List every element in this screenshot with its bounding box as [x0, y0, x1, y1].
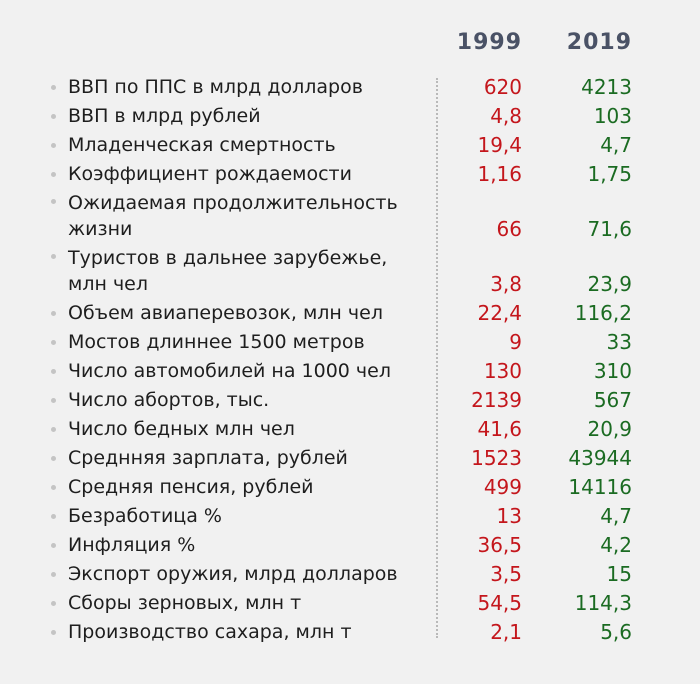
bullet-icon [51, 114, 56, 119]
row-label: Число абортов, тыс. [68, 389, 270, 411]
bullet-icon [51, 514, 56, 519]
bullet-icon [51, 172, 56, 177]
column-header-2019: 2019 [566, 30, 632, 55]
table-row: Ожидаемая продолжительность жизни 66 71,6 [0, 188, 700, 243]
value-2019: 71,6 [587, 217, 632, 241]
row-label: Безработица % [68, 505, 222, 527]
value-2019: 4,7 [600, 504, 632, 528]
value-1999: 19,4 [477, 133, 522, 157]
bullet-icon [51, 85, 56, 90]
value-1999: 13 [496, 504, 522, 528]
row-label: Среднняя зарплата, рублей [68, 447, 348, 469]
table-row: Безработица % 13 4,7 [0, 501, 700, 530]
row-label: Число бедных млн чел [68, 418, 295, 440]
table-row: Мостов длиннее 1500 метров 9 33 [0, 327, 700, 356]
table-row: Число бедных млн чел 41,6 20,9 [0, 414, 700, 443]
value-2019: 23,9 [587, 272, 632, 296]
bullet-icon [51, 254, 56, 259]
bullet-icon [51, 543, 56, 548]
table-row: Коэффициент рождаемости 1,16 1,75 [0, 159, 700, 188]
table-row: Средняя пенсия, рублей 499 14116 [0, 472, 700, 501]
indicator-list: ВВП по ППС в млрд долларов 620 4213 ВВП в м… [0, 72, 700, 646]
value-2019: 116,2 [574, 301, 632, 325]
row-label: Коэффициент рождаемости [68, 163, 352, 185]
bullet-icon [51, 369, 56, 374]
value-2019: 15 [606, 562, 632, 586]
row-label: ВВП в млрд рублей [68, 105, 261, 127]
table-row: Туристов в дальнее зарубежье, млн чел 3,8… [0, 243, 700, 298]
table-row: Среднняя зарплата, рублей 1523 43944 [0, 443, 700, 472]
bullet-icon [51, 340, 56, 345]
value-1999: 130 [483, 359, 522, 383]
value-2019: 310 [593, 359, 632, 383]
value-1999: 3,8 [490, 272, 522, 296]
bullet-icon [51, 601, 56, 606]
table-row: Объем авиаперевозок, млн чел 22,4 116,2 [0, 298, 700, 327]
bullet-icon [51, 572, 56, 577]
bullet-icon [51, 456, 56, 461]
value-2019: 114,3 [574, 591, 632, 615]
value-1999: 1523 [471, 446, 522, 470]
value-1999: 4,8 [490, 104, 522, 128]
table-header: 1999 2019 [0, 30, 700, 64]
bullet-icon [51, 143, 56, 148]
bullet-icon [51, 199, 56, 204]
row-label: Ожидаемая продолжительность жизни [68, 192, 398, 240]
value-1999: 9 [509, 330, 522, 354]
row-label: ВВП по ППС в млрд долларов [68, 76, 363, 98]
table-row: Инфляция % 36,5 4,2 [0, 530, 700, 559]
table-row: Сборы зерновых, млн т 54,5 114,3 [0, 588, 700, 617]
value-2019: 4,7 [600, 133, 632, 157]
bullet-icon [51, 311, 56, 316]
table-row: Экспорт оружия, млрд долларов 3,5 15 [0, 559, 700, 588]
value-1999: 22,4 [477, 301, 522, 325]
value-2019: 5,6 [600, 620, 632, 644]
value-1999: 620 [483, 75, 522, 99]
table-row: Число абортов, тыс. 2139 567 [0, 385, 700, 414]
dotted-divider [436, 78, 438, 638]
value-1999: 41,6 [477, 417, 522, 441]
value-2019: 103 [593, 104, 632, 128]
value-1999: 54,5 [477, 591, 522, 615]
value-2019: 567 [593, 388, 632, 412]
value-2019: 20,9 [587, 417, 632, 441]
value-2019: 43944 [568, 446, 632, 470]
row-label: Сборы зерновых, млн т [68, 592, 302, 614]
row-label: Инфляция % [68, 534, 196, 556]
row-label: Объем авиаперевозок, млн чел [68, 302, 383, 324]
table-row: Младенческая смертность 19,4 4,7 [0, 130, 700, 159]
table-row: Число автомобилей на 1000 чел 130 310 [0, 356, 700, 385]
row-label: Производство сахара, млн т [68, 621, 352, 643]
bullet-icon [51, 630, 56, 635]
row-label: Мостов длиннее 1500 метров [68, 331, 365, 353]
value-1999: 36,5 [477, 533, 522, 557]
row-label: Туристов в дальнее зарубежье, млн чел [68, 247, 388, 295]
row-label: Экспорт оружия, млрд долларов [68, 563, 398, 585]
column-header-1999: 1999 [456, 30, 522, 55]
bullet-icon [51, 485, 56, 490]
table-row: ВВП в млрд рублей 4,8 103 [0, 101, 700, 130]
bullet-icon [51, 398, 56, 403]
row-label: Средняя пенсия, рублей [68, 476, 314, 498]
value-2019: 1,75 [587, 162, 632, 186]
value-1999: 499 [483, 475, 522, 499]
bullet-icon [51, 427, 56, 432]
value-1999: 2139 [471, 388, 522, 412]
row-label: Младенческая смертность [68, 134, 336, 156]
row-label: Число автомобилей на 1000 чел [68, 360, 391, 382]
table-row: ВВП по ППС в млрд долларов 620 4213 [0, 72, 700, 101]
value-1999: 1,16 [477, 162, 522, 186]
value-2019: 4,2 [600, 533, 632, 557]
value-1999: 66 [496, 217, 522, 241]
value-1999: 3,5 [490, 562, 522, 586]
value-2019: 4213 [581, 75, 632, 99]
table-row: Производство сахара, млн т 2,1 5,6 [0, 617, 700, 646]
value-1999: 2,1 [490, 620, 522, 644]
value-2019: 14116 [568, 475, 632, 499]
value-2019: 33 [606, 330, 632, 354]
